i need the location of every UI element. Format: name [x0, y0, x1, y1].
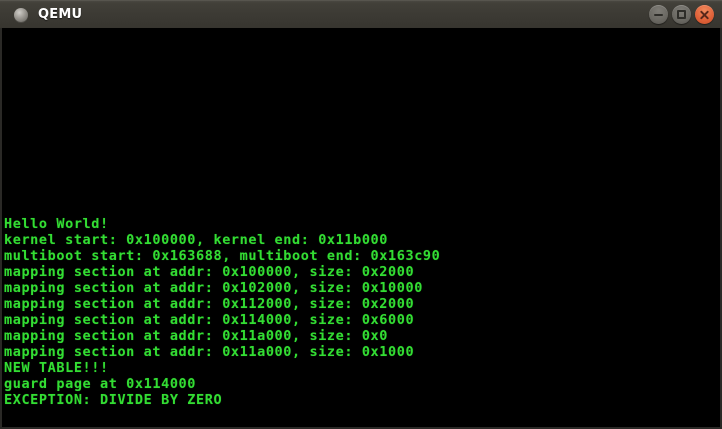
console-line: EXCEPTION: DIVIDE BY ZERO: [4, 392, 223, 408]
minimize-icon: [654, 14, 663, 16]
console-line: Hello World!: [4, 216, 109, 232]
console-line: mapping section at addr: 0x100000, size:…: [4, 264, 415, 280]
maximize-button[interactable]: [672, 5, 691, 24]
window-controls: [649, 5, 714, 24]
maximize-icon: [677, 10, 686, 19]
console-line: multiboot start: 0x163688, multiboot end…: [4, 248, 441, 264]
console-line: mapping section at addr: 0x11a000, size:…: [4, 328, 389, 344]
vm-screen-frame: Hello World! kernel start: 0x100000, kern…: [0, 28, 722, 429]
console-line: NEW TABLE!!!: [4, 360, 109, 376]
console-line: guard page at 0x114000: [4, 376, 197, 392]
console-line: mapping section at addr: 0x112000, size:…: [4, 296, 415, 312]
console-output: Hello World! kernel start: 0x100000, kern…: [4, 216, 440, 408]
console-line: kernel start: 0x100000, kernel end: 0x11…: [4, 232, 389, 248]
minimize-button[interactable]: [649, 5, 668, 24]
vm-display[interactable]: Hello World! kernel start: 0x100000, kern…: [2, 28, 720, 427]
console-line: mapping section at addr: 0x114000, size:…: [4, 312, 415, 328]
close-button[interactable]: [695, 5, 714, 24]
window-title: QEMU: [38, 6, 83, 22]
qemu-circle-icon: [14, 7, 28, 22]
console-line: mapping section at addr: 0x11a000, size:…: [4, 344, 415, 360]
window-titlebar[interactable]: QEMU: [0, 0, 722, 28]
console-line: mapping section at addr: 0x102000, size:…: [4, 280, 423, 296]
